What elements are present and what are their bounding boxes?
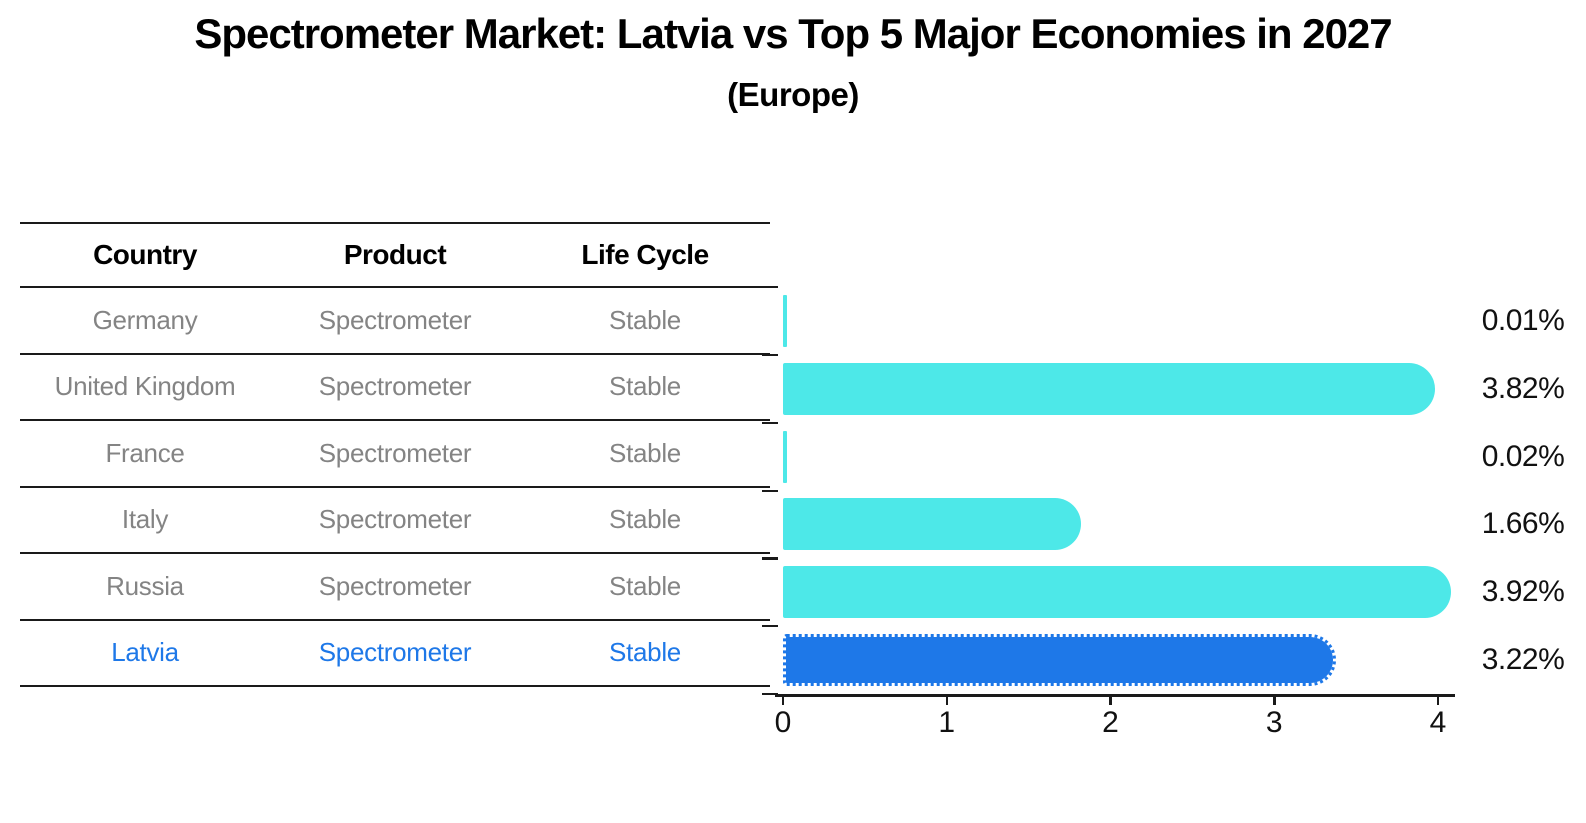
bar-slot-germany — [783, 287, 1455, 355]
value-label-russia: 3.92% — [1481, 575, 1565, 609]
column-header-life-cycle: Life Cycle — [581, 239, 709, 270]
table-cell-life-cycle: Stable — [609, 504, 681, 535]
bar-slot-united-kingdom — [783, 355, 1455, 423]
bar-italy — [783, 498, 1081, 551]
x-axis-tick — [945, 696, 948, 705]
bar-united-kingdom — [783, 362, 1435, 415]
y-axis-tick — [762, 353, 778, 357]
value-label-latvia: 3.22% — [1481, 643, 1565, 677]
x-axis-tick-label: 2 — [1102, 706, 1119, 739]
value-label-germany: 0.01% — [1481, 303, 1565, 337]
bar-slot-france — [783, 423, 1455, 491]
table-row-france: France Spectrometer Stable — [20, 421, 770, 488]
bar-slot-italy — [783, 491, 1455, 559]
country-table: Country Product Life Cycle Germany Spect… — [20, 222, 770, 687]
x-axis-tick-label: 1 — [938, 706, 956, 739]
table-cell-country: Latvia — [111, 637, 179, 668]
table-cell-country: Russia — [106, 570, 184, 601]
y-axis-tick — [762, 489, 778, 492]
x-axis-line — [775, 694, 1455, 697]
table-header-row: Country Product Life Cycle — [20, 222, 770, 288]
bar-slot-latvia — [783, 626, 1455, 694]
x-axis-tick — [781, 696, 785, 705]
y-axis-tick — [762, 625, 778, 628]
bar-chart: 0.01% 3.82% 0.02% 1.66% 3.92% 3.22% 0 1 2 3 4 — [762, 286, 1565, 739]
table-cell-country: Germany — [92, 304, 198, 335]
column-header-country: Country — [93, 239, 197, 270]
bar-france — [783, 430, 787, 483]
x-axis-tick — [1109, 696, 1112, 705]
table-cell-life-cycle: Stable — [609, 371, 681, 402]
y-axis-tick — [762, 693, 778, 696]
y-axis-tick — [762, 421, 778, 424]
table-cell-country: Italy — [121, 504, 169, 535]
table-cell-product: Spectrometer — [318, 304, 472, 335]
bar-russia — [783, 566, 1451, 619]
table-row-latvia: Latvia Spectrometer Stable — [20, 621, 770, 687]
table-row-italy: Italy Spectrometer Stable — [20, 488, 770, 554]
bar-latvia — [783, 634, 1337, 687]
table-cell-life-cycle: Stable — [609, 304, 681, 335]
bar-slot-russia — [783, 558, 1455, 626]
value-label-united-kingdom: 3.82% — [1481, 371, 1565, 405]
chart-title: Spectrometer Market: Latvia vs Top 5 Maj… — [194, 10, 1392, 57]
table-body: Germany Spectrometer Stable United Kingd… — [20, 288, 770, 687]
chart-subtitle: (Europe) — [727, 76, 859, 113]
table-cell-product: Spectrometer — [318, 371, 472, 402]
x-axis-tick — [1273, 696, 1276, 705]
table-cell-product: Spectrometer — [318, 504, 472, 535]
table-row-united-kingdom: United Kingdom Spectrometer Stable — [20, 355, 770, 421]
x-axis-tick-label: 3 — [1265, 706, 1283, 739]
table-cell-product: Spectrometer — [318, 437, 472, 468]
y-axis-tick — [762, 557, 778, 560]
table-cell-product: Spectrometer — [318, 637, 472, 668]
x-axis-tick-label: 4 — [1429, 706, 1447, 739]
column-header-product: Product — [343, 239, 447, 270]
value-label-italy: 1.66% — [1481, 507, 1565, 541]
x-axis-tick — [1436, 696, 1440, 705]
table-row-russia: Russia Spectrometer Stable — [20, 554, 770, 621]
table-cell-country: France — [105, 437, 185, 468]
value-label-france: 0.02% — [1481, 439, 1565, 473]
table-cell-life-cycle: Stable — [609, 637, 681, 668]
table-row-germany: Germany Spectrometer Stable — [20, 288, 770, 355]
bar-germany — [783, 294, 787, 347]
table-cell-life-cycle: Stable — [609, 570, 681, 601]
table-cell-life-cycle: Stable — [609, 437, 681, 468]
table-cell-country: United Kingdom — [54, 371, 236, 402]
x-axis-tick-label: 0 — [774, 706, 792, 739]
table-cell-product: Spectrometer — [318, 570, 472, 601]
y-axis-tick — [762, 286, 778, 289]
